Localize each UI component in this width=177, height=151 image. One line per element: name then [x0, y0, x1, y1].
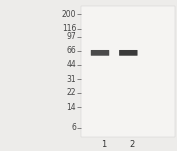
Text: 116: 116 — [62, 24, 76, 33]
Text: 31: 31 — [67, 75, 76, 84]
Text: kDa: kDa — [2, 0, 18, 2]
Text: 200: 200 — [62, 10, 76, 19]
Text: 14: 14 — [67, 103, 76, 112]
Text: 2: 2 — [129, 140, 135, 149]
Text: 1: 1 — [101, 140, 106, 149]
Bar — [81, 6, 175, 137]
Text: 66: 66 — [66, 46, 76, 55]
Text: 6: 6 — [71, 123, 76, 132]
Text: 97: 97 — [66, 32, 76, 42]
FancyBboxPatch shape — [91, 50, 109, 56]
Text: 22: 22 — [67, 88, 76, 97]
Text: 44: 44 — [66, 60, 76, 69]
FancyBboxPatch shape — [119, 50, 138, 56]
